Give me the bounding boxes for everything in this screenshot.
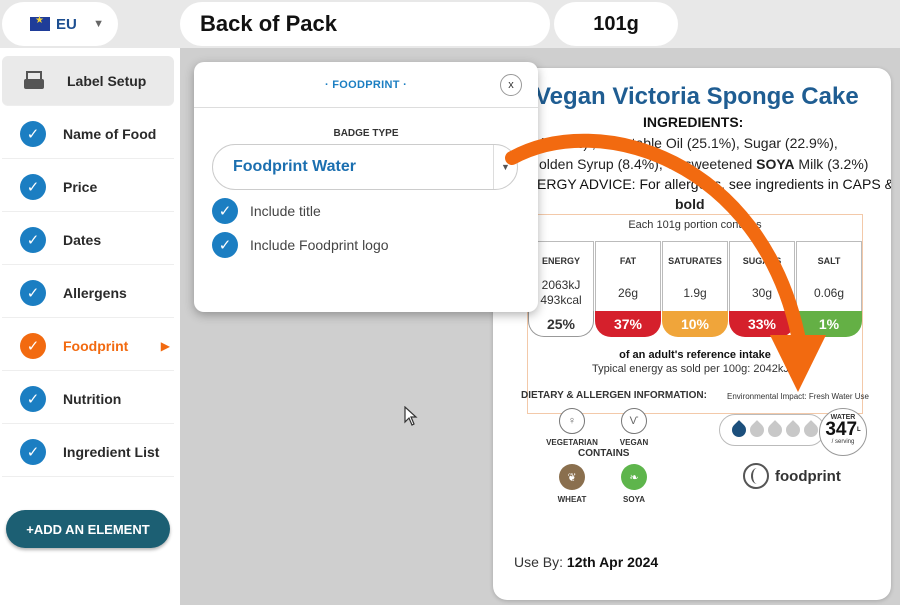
check-icon: ✓ bbox=[212, 198, 238, 224]
check-icon: ✓ bbox=[20, 120, 46, 147]
badge-type-select[interactable]: Foodprint Water ▼ bbox=[212, 144, 518, 190]
check-icon: ✓ bbox=[20, 226, 46, 253]
nutrient-salt: SALT 0.06g bbox=[796, 241, 862, 311]
nutrition-panel[interactable]: Each 101g portion contains ENERGY 2063kJ… bbox=[527, 214, 863, 414]
sidebar-item-ingredient-list[interactable]: ✓ Ingredient List bbox=[2, 427, 174, 477]
vegan-icon: Ѵ bbox=[621, 408, 647, 434]
sidebar: Label Setup ✓ Name of Food ✓ Price ✓ Dat… bbox=[0, 48, 180, 605]
sidebar-item-dates[interactable]: ✓ Dates bbox=[2, 215, 174, 265]
typical-energy-note: Typical energy as sold per 100g: 2042kJ/… bbox=[591, 363, 799, 375]
water-drop-icon bbox=[747, 420, 767, 440]
badge-type-value: Foodprint Water bbox=[233, 158, 356, 175]
dropdown-arrow-icon[interactable]: ▼ bbox=[493, 145, 517, 189]
allergen-label: SOYA bbox=[623, 495, 645, 504]
caret-right-icon: ▶ bbox=[160, 338, 170, 353]
check-icon: ✓ bbox=[20, 385, 46, 412]
check-icon: ✓ bbox=[212, 232, 238, 258]
allergy-advice: ERGY ADVICE: For allergens, see ingredie… bbox=[537, 176, 891, 192]
region-select[interactable]: EU ▼ bbox=[2, 2, 118, 46]
environmental-impact-heading: Environmental Impact: Fresh Water Use bbox=[727, 392, 869, 401]
region-label: EU bbox=[56, 15, 77, 33]
diet-label: VEGETARIAN bbox=[546, 438, 598, 447]
contains-heading: CONTAINS bbox=[578, 448, 630, 459]
sidebar-item-price[interactable]: ✓ Price bbox=[2, 162, 174, 212]
foodprint-popup: · FOODPRINT · x BADGE TYPE Foodprint Wat… bbox=[194, 62, 538, 312]
reference-intake-note: of an adult's reference intake bbox=[619, 349, 771, 361]
portion-note: Each 101g portion contains bbox=[628, 219, 762, 231]
water-drop-icon bbox=[783, 420, 803, 440]
option-label: Include title bbox=[250, 203, 321, 219]
sidebar-item-name-of-food[interactable]: ✓ Name of Food bbox=[2, 109, 174, 159]
ri-saturates: 10% bbox=[662, 311, 728, 337]
foodprint-logo: foodprint bbox=[743, 463, 841, 489]
printer-icon bbox=[24, 70, 46, 91]
mouse-cursor-icon bbox=[404, 406, 418, 426]
ri-fat: 37% bbox=[595, 311, 661, 337]
label-preview: Vegan Victoria Sponge Cake INGREDIENTS: … bbox=[493, 68, 891, 600]
check-icon: ✓ bbox=[20, 438, 46, 465]
sidebar-item-label: Foodprint bbox=[63, 337, 129, 354]
water-drop-icon bbox=[801, 420, 821, 440]
nutrient-saturates: SATURATES 1.9g bbox=[662, 241, 728, 311]
use-by-date: Use By: 12th Apr 2024 bbox=[514, 554, 659, 570]
diet-label: VEGAN bbox=[619, 438, 649, 447]
sidebar-item-label: Price bbox=[63, 178, 98, 195]
eu-flag-icon bbox=[30, 15, 50, 31]
top-bar: EU ▼ Back of Pack 101g bbox=[0, 0, 900, 48]
water-badge: WATER 347L / serving bbox=[819, 408, 867, 456]
sidebar-item-allergens[interactable]: ✓ Allergens bbox=[2, 268, 174, 318]
sidebar-item-label: Label Setup bbox=[67, 72, 147, 89]
nutrient-fat: FAT 26g bbox=[595, 241, 661, 311]
soya-icon: ❧ bbox=[621, 464, 647, 490]
weight-field[interactable]: 101g bbox=[554, 2, 678, 46]
water-drop-icon bbox=[729, 420, 749, 440]
nutrient-sugars: SUGARS 30g bbox=[729, 241, 795, 311]
ingredients-heading: INGREDIENTS: bbox=[643, 114, 744, 130]
food-title[interactable]: Vegan Victoria Sponge Cake bbox=[535, 83, 859, 110]
sidebar-item-nutrition[interactable]: ✓ Nutrition bbox=[2, 374, 174, 424]
sidebar-item-label: Ingredient List bbox=[63, 443, 160, 460]
add-element-button[interactable]: +ADD AN ELEMENT bbox=[6, 510, 170, 548]
badge-type-label: BADGE TYPE bbox=[333, 128, 399, 139]
allergy-advice-bold: bold bbox=[675, 196, 705, 212]
check-icon: ✓ bbox=[20, 173, 46, 200]
sidebar-item-label: Nutrition bbox=[63, 390, 122, 407]
water-drops-rating bbox=[719, 414, 825, 446]
dietary-heading: DIETARY & ALLERGEN INFORMATION: bbox=[521, 390, 707, 401]
sidebar-item-label: Allergens bbox=[63, 284, 127, 301]
ri-sugars: 33% bbox=[729, 311, 795, 337]
close-button[interactable]: x bbox=[500, 74, 522, 96]
sidebar-item-label: Dates bbox=[63, 231, 102, 248]
ingredients-line: (40.2%) , Vegetable Oil (25.1%), Sugar (… bbox=[539, 135, 838, 151]
ri-energy: 25% bbox=[528, 311, 594, 337]
include-title-checkbox[interactable]: ✓ Include title bbox=[212, 198, 321, 224]
sidebar-item-foodprint[interactable]: ✓ Foodprint ▶ bbox=[2, 321, 174, 371]
popup-title: · FOODPRINT · bbox=[194, 62, 538, 108]
option-label: Include Foodprint logo bbox=[250, 237, 389, 253]
ri-salt: 1% bbox=[796, 311, 862, 337]
label-name-field[interactable]: Back of Pack bbox=[180, 2, 550, 46]
include-logo-checkbox[interactable]: ✓ Include Foodprint logo bbox=[212, 232, 389, 258]
vegetarian-icon: ♀ bbox=[559, 408, 585, 434]
water-drop-icon bbox=[765, 420, 785, 440]
chevron-down-icon: ▼ bbox=[93, 18, 104, 30]
check-icon: ✓ bbox=[20, 279, 46, 306]
allergen-label: WHEAT bbox=[557, 495, 587, 504]
check-icon: ✓ bbox=[20, 332, 46, 359]
sidebar-item-label: Name of Food bbox=[63, 125, 157, 142]
wheat-icon: ❦ bbox=[559, 464, 585, 490]
ingredients-line: olden Syrup (8.4%), Unsweetened SOYA Mil… bbox=[539, 156, 869, 172]
allergen-emphasis: SOYA bbox=[756, 156, 795, 172]
sidebar-item-label-setup[interactable]: Label Setup bbox=[2, 56, 174, 106]
globe-icon bbox=[743, 463, 769, 489]
